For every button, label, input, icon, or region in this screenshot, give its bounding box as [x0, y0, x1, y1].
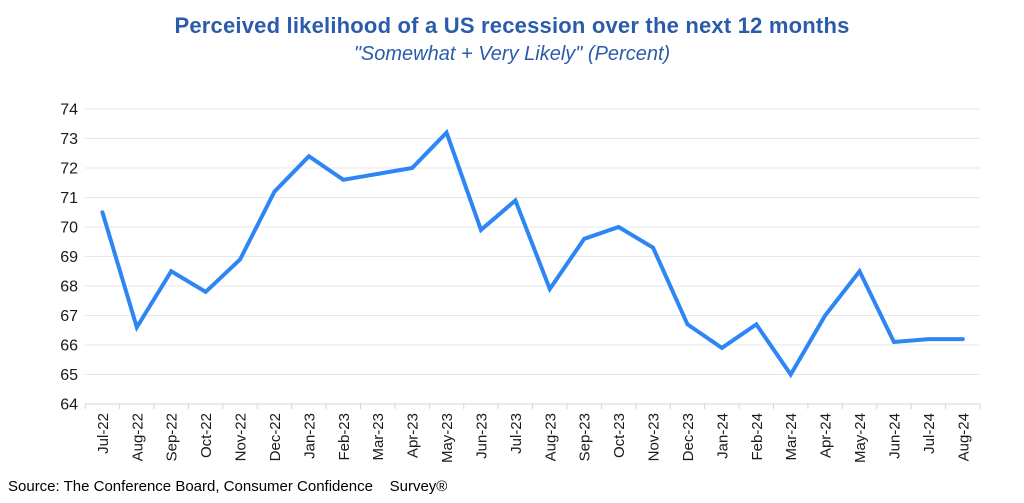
chart-title: Perceived likelihood of a US recession o…: [174, 13, 850, 38]
y-tick-label: 67: [60, 308, 78, 325]
y-tick-label: 66: [60, 338, 78, 355]
x-tick-label: Feb-23: [336, 413, 353, 461]
x-tick-label: May-24: [852, 413, 869, 463]
x-tick-label: Jun-24: [886, 413, 903, 459]
x-tick-label: Oct-23: [611, 413, 628, 458]
x-tick-label: Aug-24: [955, 413, 972, 461]
x-tick-label: Nov-22: [233, 413, 250, 461]
source-note: Source: The Conference Board, Consumer C…: [8, 478, 448, 495]
y-tick-label: 71: [60, 190, 78, 207]
y-tick-label: 64: [60, 397, 78, 414]
x-tick-label: Jan-24: [714, 413, 731, 459]
x-tick-label: Apr-24: [818, 413, 835, 458]
x-tick-label: Dec-22: [267, 413, 284, 461]
y-tick-label: 73: [60, 131, 78, 148]
y-tick-label: 65: [60, 367, 78, 384]
x-tick-label: Dec-23: [680, 413, 697, 461]
x-tick-label: Jun-23: [473, 413, 490, 459]
y-tick-label: 70: [60, 220, 78, 237]
y-tick-label: 68: [60, 279, 78, 296]
x-tick-label: Sep-22: [164, 413, 181, 461]
x-tick-label: Mar-23: [370, 413, 387, 461]
x-tick-label: Sep-23: [577, 413, 594, 461]
chart-subtitle: "Somewhat + Very Likely" (Percent): [353, 43, 671, 65]
data-line-somewhat-very-likely: [100, 128, 965, 379]
x-tick-label: Jan-23: [301, 413, 318, 459]
x-tick-label: Nov-23: [646, 413, 663, 461]
x-tick-label: Mar-24: [783, 413, 800, 461]
x-tick-label: Feb-24: [749, 413, 766, 461]
x-tick-label: Jul-23: [508, 413, 525, 454]
x-tick-label: Oct-22: [198, 413, 215, 458]
y-tick-label: 74: [60, 102, 78, 119]
x-tick-label: Jul-24: [921, 413, 938, 454]
y-tick-label: 72: [60, 161, 78, 178]
x-tick-label: Aug-22: [129, 413, 146, 461]
y-tick-label: 69: [60, 249, 78, 266]
x-tick-label: May-23: [439, 413, 456, 463]
x-tick-label: Jul-22: [95, 413, 112, 454]
x-tick-label: Apr-23: [405, 413, 422, 458]
x-tick-label: Aug-23: [542, 413, 559, 461]
